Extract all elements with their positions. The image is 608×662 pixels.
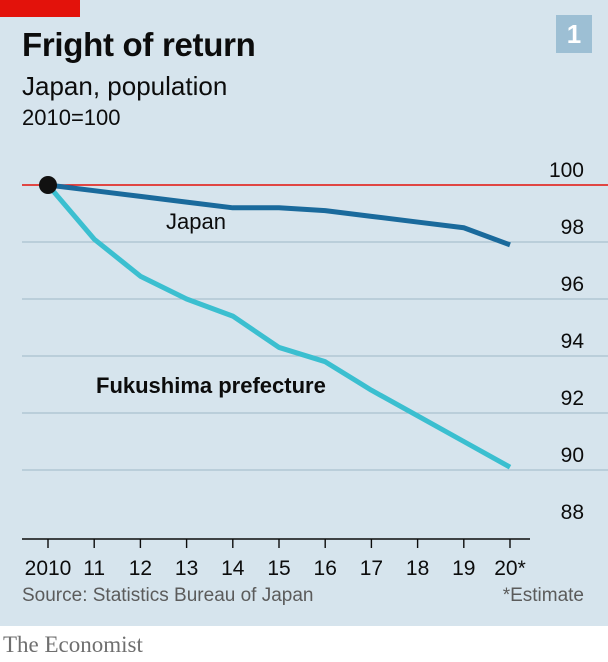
x-tick-label: 18: [406, 557, 429, 580]
y-tick-label: 98: [561, 216, 584, 239]
series-label-japan: Japan: [166, 209, 226, 234]
series-lines: [39, 176, 512, 470]
series-line-fukushima: [46, 183, 512, 470]
y-tick-label: 92: [561, 387, 584, 410]
x-tick-label: 14: [221, 557, 245, 580]
source-note: Source: Statistics Bureau of Japan: [22, 585, 314, 606]
x-tick-label: 11: [83, 557, 105, 580]
x-tick-label: 17: [360, 557, 383, 580]
y-tick-label: 90: [561, 444, 584, 467]
gridlines: [22, 184, 608, 471]
x-tick-label: 13: [175, 557, 198, 580]
series-labels: Japan Fukushima prefecture: [96, 209, 326, 398]
x-tick-label: 15: [267, 557, 290, 580]
chart-unit-note: 2010=100: [22, 105, 121, 130]
x-tick-label: 20*: [494, 557, 526, 580]
base-year-marker: [39, 176, 57, 194]
chart-card: Fright of return Japan, population 2010=…: [0, 0, 608, 626]
series-label-fukushima: Fukushima prefecture: [96, 373, 326, 398]
y-tick-label: 94: [561, 330, 585, 353]
chart-number-badge: 1: [556, 15, 592, 53]
brand-red-tag: [0, 0, 80, 17]
chart-title: Fright of return: [22, 26, 256, 63]
estimate-footnote: *Estimate: [502, 585, 584, 606]
x-tick-label: 19: [452, 557, 475, 580]
y-tick-label: 88: [561, 501, 584, 524]
y-tick-label: 100: [549, 159, 584, 182]
x-axis: 2010 11 12 13 14 15 16 17 18 19 20*: [22, 538, 530, 580]
y-tick-label: 96: [561, 273, 584, 296]
series-line-japan: [47, 182, 511, 248]
x-tick-label: 16: [314, 557, 337, 580]
x-tick-label: 2010: [25, 557, 72, 580]
economist-brand: The Economist: [3, 632, 143, 657]
y-tick-labels: 88 90 92 94 96 98 100: [549, 159, 584, 524]
x-tick-label: 12: [129, 557, 152, 580]
chart-subtitle: Japan, population: [22, 71, 228, 101]
